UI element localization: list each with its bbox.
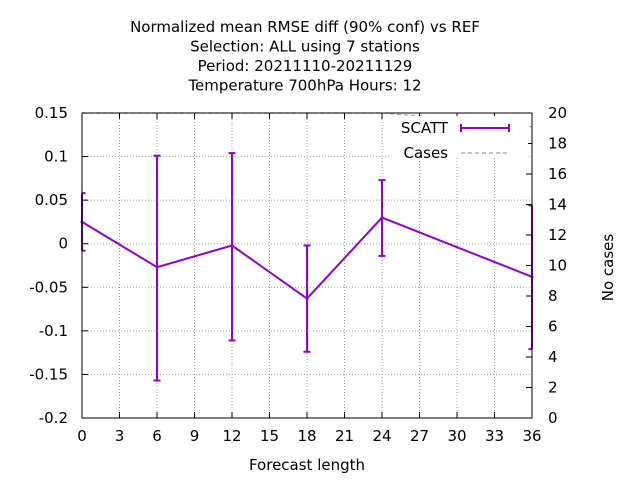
- y-tick-label: 0.1: [44, 148, 68, 166]
- data-point: [230, 243, 234, 247]
- x-tick-label: 27: [410, 427, 429, 445]
- title-line: Temperature 700hPa Hours: 12: [187, 77, 421, 95]
- legend-label: SCATT: [401, 119, 449, 137]
- x-axis-label: Forecast length: [249, 456, 365, 474]
- legend-label: Cases: [403, 144, 448, 162]
- title-line: Normalized mean RMSE diff (90% conf) vs …: [130, 18, 480, 36]
- ticks: 0 3 6 9 12 15 18 21 24 27 30 33 36-0.2-0.15-0.1-0.05…: [29, 104, 567, 445]
- chart-title: Normalized mean RMSE diff (90% conf) vs …: [130, 18, 480, 95]
- x-tick-label: 6: [152, 427, 162, 445]
- y2-tick-label: 10: [548, 257, 567, 275]
- y-tick-label: -0.15: [29, 365, 68, 383]
- title-line: Period: 20211110-20211129: [198, 57, 413, 75]
- x-tick-label: 15: [260, 427, 279, 445]
- x-tick-label: 36: [522, 427, 541, 445]
- legend: SCATT Cases: [390, 116, 528, 162]
- y-tick-label: -0.05: [29, 278, 68, 296]
- y2-tick-label: 20: [548, 104, 567, 122]
- x-tick-label: 3: [115, 427, 125, 445]
- title-line: Selection: ALL using 7 stations: [190, 38, 420, 56]
- y2-tick-label: 6: [548, 318, 558, 336]
- y2-tick-label: 0: [548, 409, 558, 427]
- data-point: [305, 297, 309, 301]
- data-point: [155, 265, 159, 269]
- x-tick-label: 18: [297, 427, 316, 445]
- y2-axis-label: No cases: [599, 234, 617, 302]
- y2-tick-label: 8: [548, 287, 558, 305]
- x-tick-label: 30: [447, 427, 466, 445]
- y2-tick-label: 16: [548, 165, 567, 183]
- y-tick-label: 0: [58, 235, 68, 253]
- x-tick-label: 9: [190, 427, 200, 445]
- data-point: [380, 216, 384, 220]
- y2-tick-label: 14: [548, 196, 567, 214]
- x-tick-label: 0: [77, 427, 87, 445]
- y-tick-label: 0.05: [35, 191, 68, 209]
- y2-tick-label: 12: [548, 226, 567, 244]
- y-tick-label: -0.1: [39, 322, 68, 340]
- y-tick-label: -0.2: [39, 409, 68, 427]
- x-tick-label: 21: [335, 427, 354, 445]
- x-tick-label: 33: [485, 427, 504, 445]
- y2-tick-label: 4: [548, 348, 558, 366]
- x-tick-label: 24: [372, 427, 391, 445]
- y-tick-label: 0.15: [35, 104, 68, 122]
- y2-tick-label: 2: [548, 379, 558, 397]
- x-tick-label: 12: [222, 427, 241, 445]
- legend-background: [390, 116, 528, 158]
- y2-tick-label: 18: [548, 135, 567, 153]
- series-line-scatt: [81, 216, 533, 300]
